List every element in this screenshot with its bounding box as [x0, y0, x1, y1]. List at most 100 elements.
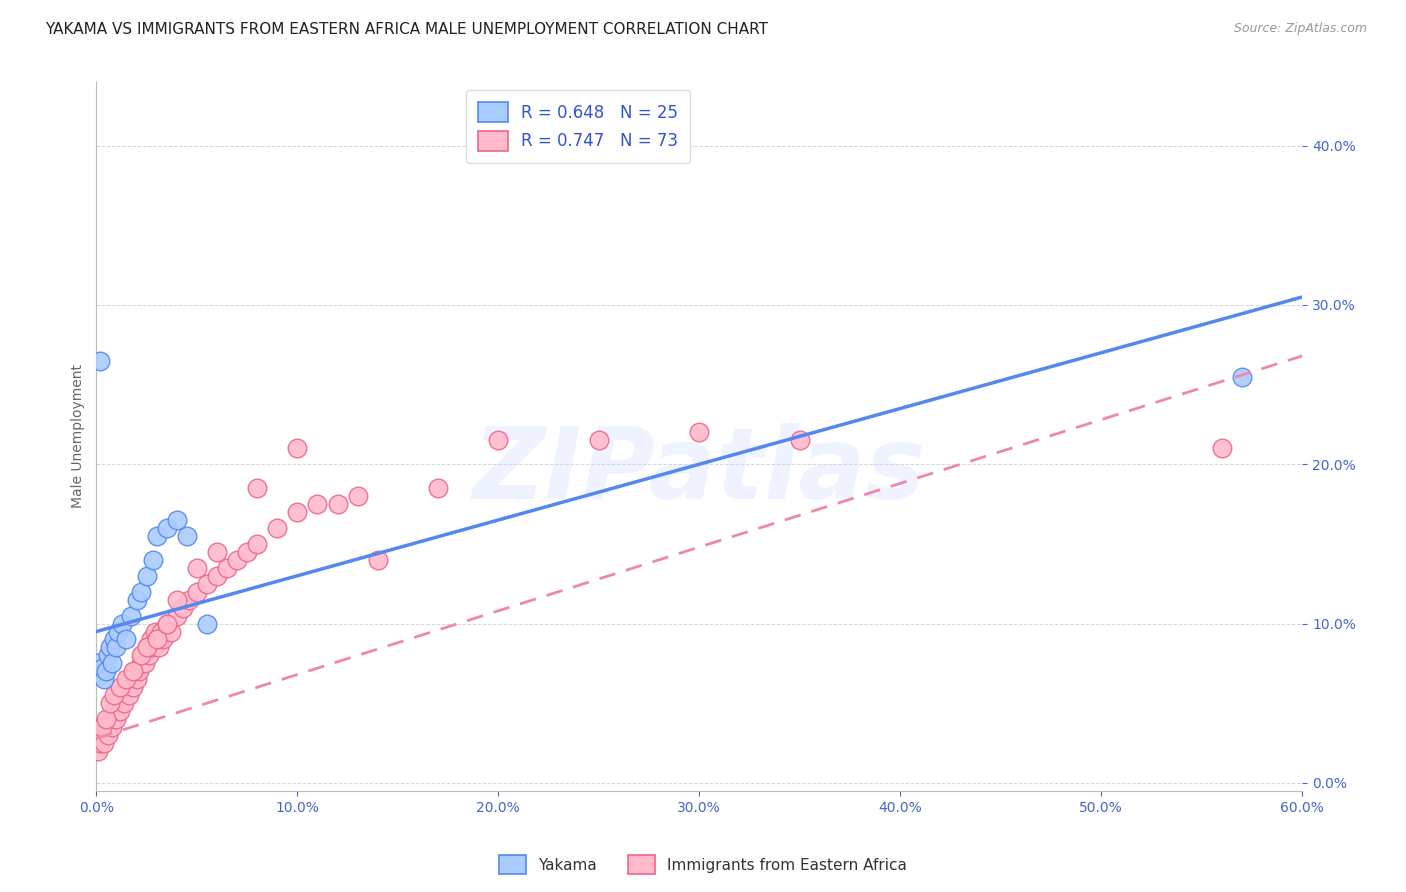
- Point: [101, 657, 124, 671]
- Text: Source: ZipAtlas.com: Source: ZipAtlas.com: [1233, 22, 1367, 36]
- Point: [285, 505, 308, 519]
- Point: [486, 434, 509, 448]
- Point: [100, 696, 122, 710]
- Point: [688, 425, 710, 440]
- Point: [103, 688, 125, 702]
- Point: [145, 632, 167, 647]
- Point: [307, 497, 329, 511]
- Point: [134, 657, 156, 671]
- Point: [97, 648, 120, 663]
- Point: [117, 688, 139, 702]
- Point: [93, 673, 115, 687]
- Point: [135, 640, 157, 655]
- Point: [246, 537, 269, 551]
- Point: [105, 640, 128, 655]
- Point: [124, 665, 146, 679]
- Legend: Yakama, Immigrants from Eastern Africa: Yakama, Immigrants from Eastern Africa: [492, 849, 914, 880]
- Point: [105, 712, 128, 726]
- Point: [107, 696, 129, 710]
- Point: [100, 640, 122, 655]
- Point: [142, 640, 165, 655]
- Point: [115, 680, 138, 694]
- Point: [103, 704, 125, 718]
- Point: [96, 720, 118, 734]
- Text: ZIPatlas: ZIPatlas: [472, 424, 927, 520]
- Point: [205, 568, 228, 582]
- Point: [121, 680, 143, 694]
- Point: [285, 442, 308, 456]
- Point: [1211, 442, 1233, 456]
- Point: [143, 624, 166, 639]
- Point: [145, 632, 167, 647]
- Point: [195, 616, 218, 631]
- Point: [166, 592, 188, 607]
- Point: [135, 568, 157, 582]
- Point: [195, 576, 218, 591]
- Point: [789, 434, 811, 448]
- Point: [110, 680, 132, 694]
- Point: [87, 657, 110, 671]
- Point: [120, 673, 142, 687]
- Point: [129, 657, 152, 671]
- Point: [186, 584, 208, 599]
- Point: [125, 673, 148, 687]
- Text: YAKAMA VS IMMIGRANTS FROM EASTERN AFRICA MALE UNEMPLOYMENT CORRELATION CHART: YAKAMA VS IMMIGRANTS FROM EASTERN AFRICA…: [45, 22, 768, 37]
- Point: [427, 481, 450, 495]
- Point: [176, 529, 198, 543]
- Point: [205, 545, 228, 559]
- Point: [96, 665, 118, 679]
- Point: [115, 632, 138, 647]
- Point: [125, 592, 148, 607]
- Point: [91, 661, 114, 675]
- Point: [266, 521, 288, 535]
- Point: [148, 640, 170, 655]
- Point: [110, 704, 132, 718]
- Point: [346, 489, 368, 503]
- Point: [152, 632, 174, 647]
- Point: [89, 353, 111, 368]
- Point: [166, 513, 188, 527]
- Point: [101, 720, 124, 734]
- Point: [588, 434, 610, 448]
- Point: [96, 712, 118, 726]
- Point: [159, 624, 181, 639]
- Point: [145, 529, 167, 543]
- Legend: R = 0.648   N = 25, R = 0.747   N = 73: R = 0.648 N = 25, R = 0.747 N = 73: [467, 90, 690, 162]
- Point: [111, 688, 134, 702]
- Point: [129, 648, 152, 663]
- Point: [89, 667, 111, 681]
- Point: [156, 616, 179, 631]
- Point: [236, 545, 259, 559]
- Point: [93, 736, 115, 750]
- Point: [131, 648, 153, 663]
- Point: [226, 553, 249, 567]
- Point: [129, 584, 152, 599]
- Point: [87, 744, 110, 758]
- Point: [135, 640, 157, 655]
- Point: [156, 616, 179, 631]
- Point: [115, 673, 138, 687]
- Point: [367, 553, 389, 567]
- Point: [128, 665, 150, 679]
- Point: [114, 696, 136, 710]
- Point: [246, 481, 269, 495]
- Point: [89, 736, 111, 750]
- Y-axis label: Male Unemployment: Male Unemployment: [72, 364, 86, 508]
- Point: [177, 592, 200, 607]
- Point: [97, 728, 120, 742]
- Point: [107, 624, 129, 639]
- Point: [172, 600, 194, 615]
- Point: [100, 712, 122, 726]
- Point: [326, 497, 349, 511]
- Point: [186, 561, 208, 575]
- Point: [142, 553, 165, 567]
- Point: [121, 665, 143, 679]
- Point: [103, 632, 125, 647]
- Point: [215, 561, 238, 575]
- Point: [1230, 369, 1253, 384]
- Point: [111, 616, 134, 631]
- Point: [156, 521, 179, 535]
- Point: [166, 608, 188, 623]
- Point: [120, 608, 142, 623]
- Point: [91, 720, 114, 734]
